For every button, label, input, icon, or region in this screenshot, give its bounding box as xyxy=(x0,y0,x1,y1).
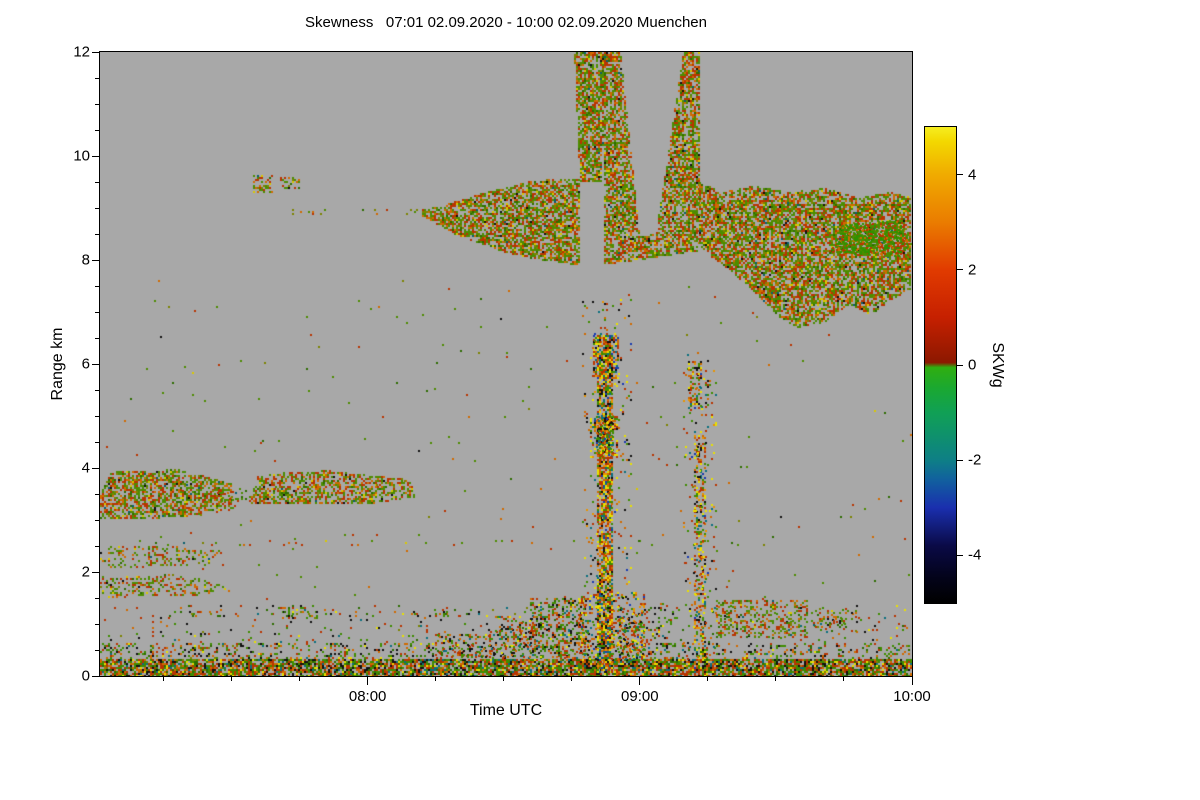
colorbar-tick xyxy=(957,554,963,556)
x-major-tick xyxy=(911,677,913,685)
y-major-tick xyxy=(92,51,99,53)
y-major-tick xyxy=(92,155,99,157)
y-tick-label: 6 xyxy=(81,355,90,373)
y-minor-tick xyxy=(95,129,99,131)
y-tick-label: 12 xyxy=(73,43,90,61)
y-major-tick xyxy=(92,467,99,469)
y-minor-tick xyxy=(95,103,99,105)
y-minor-tick xyxy=(95,181,99,183)
y-major-tick xyxy=(92,259,99,261)
x-tick-label: 08:00 xyxy=(348,688,387,705)
x-minor-tick xyxy=(707,677,709,681)
x-minor-tick xyxy=(843,677,845,681)
y-minor-tick xyxy=(95,389,99,391)
y-tick-label: 0 xyxy=(81,667,90,685)
y-minor-tick xyxy=(95,519,99,521)
colorbar-tick xyxy=(957,174,963,176)
colorbar-title: SKWg xyxy=(989,342,1006,388)
colorbar-tick xyxy=(957,364,963,366)
y-minor-tick xyxy=(95,597,99,599)
y-minor-tick xyxy=(95,649,99,651)
plot-area xyxy=(99,51,913,677)
y-minor-tick xyxy=(95,207,99,209)
x-minor-tick xyxy=(435,677,437,681)
x-minor-tick xyxy=(775,677,777,681)
colorbar-tick-label: 2 xyxy=(968,261,977,279)
y-major-tick xyxy=(92,363,99,365)
y-minor-tick xyxy=(95,285,99,287)
x-tick-label: 09:00 xyxy=(621,688,659,705)
y-tick-label: 4 xyxy=(81,459,90,477)
y-major-tick xyxy=(92,675,99,677)
x-minor-tick xyxy=(503,677,505,681)
colorbar-gradient xyxy=(925,127,956,603)
colorbar-tick-label: 4 xyxy=(968,166,977,184)
colorbar-tick-label: -2 xyxy=(968,451,982,469)
y-minor-tick xyxy=(95,545,99,547)
x-axis-title: Time UTC xyxy=(469,702,543,719)
y-minor-tick xyxy=(95,337,99,339)
x-major-tick xyxy=(639,677,641,685)
x-major-tick xyxy=(367,677,369,685)
colorbar-tick-label: 0 xyxy=(968,356,977,374)
x-minor-tick xyxy=(299,677,301,681)
heatmap-canvas xyxy=(100,52,912,676)
y-tick-label: 2 xyxy=(81,563,90,581)
y-minor-tick xyxy=(95,233,99,235)
chart-title: Skewness 07:01 02.09.2020 - 10:00 02.09.… xyxy=(305,14,707,31)
y-minor-tick xyxy=(95,77,99,79)
colorbar-tick xyxy=(957,459,963,461)
y-minor-tick xyxy=(95,623,99,625)
y-tick-label: 8 xyxy=(81,251,90,269)
y-minor-tick xyxy=(95,441,99,443)
y-minor-tick xyxy=(95,415,99,417)
colorbar xyxy=(924,126,957,604)
x-tick-label: 10:00 xyxy=(893,688,931,705)
colorbar-tick-label: -4 xyxy=(968,546,982,564)
y-major-tick xyxy=(92,571,99,573)
y-minor-tick xyxy=(95,311,99,313)
colorbar-tick xyxy=(957,269,963,271)
y-minor-tick xyxy=(95,493,99,495)
x-minor-tick xyxy=(571,677,573,681)
y-tick-label: 10 xyxy=(73,147,90,165)
x-minor-tick xyxy=(163,677,164,681)
x-minor-tick xyxy=(231,677,233,681)
